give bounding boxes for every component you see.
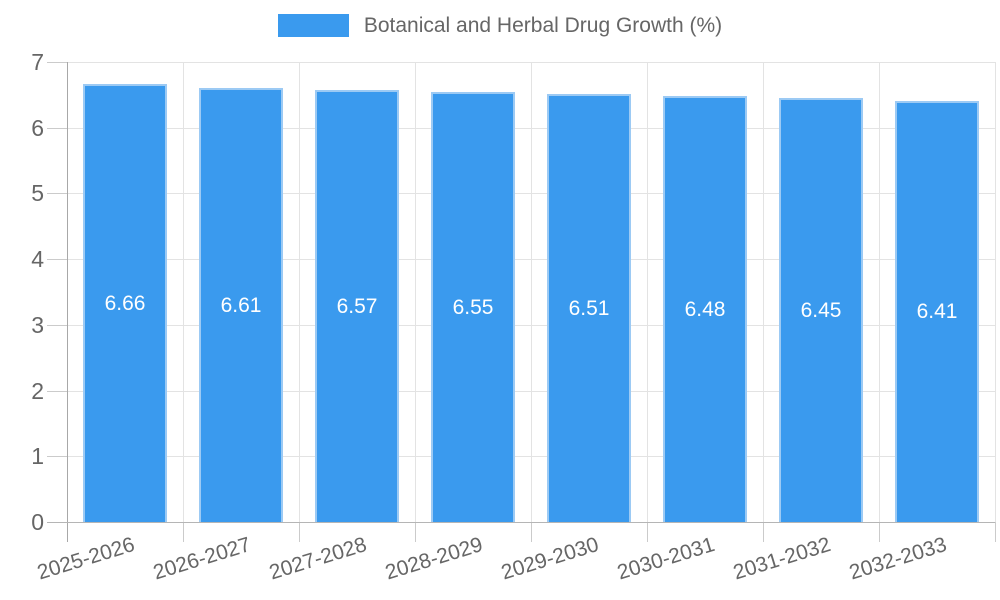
bar[interactable] (431, 91, 515, 522)
v-gridline (299, 62, 300, 522)
legend-label: Botanical and Herbal Drug Growth (%) (363, 14, 723, 37)
y-tick-mark (47, 259, 67, 261)
y-tick-mark (47, 127, 67, 129)
y-tick-label: 7 (31, 49, 44, 75)
x-axis-line (47, 522, 995, 523)
bar-value-label: 6.57 (336, 295, 378, 319)
bar[interactable] (547, 94, 631, 522)
x-tick-mark (531, 522, 532, 542)
x-tick-mark (183, 522, 184, 542)
y-tick-label: 3 (31, 311, 44, 338)
x-tick-mark (299, 522, 300, 542)
v-gridline (763, 62, 764, 522)
bar[interactable] (199, 87, 283, 522)
bar-value-label: 6.48 (684, 298, 726, 322)
bar-value-label: 6.51 (568, 297, 610, 321)
x-tick-mark (647, 522, 648, 542)
bar-value-label: 6.61 (220, 293, 262, 317)
v-gridline (415, 62, 416, 522)
legend-swatch (277, 14, 349, 37)
bar[interactable] (779, 98, 863, 522)
y-tick-mark (47, 62, 67, 63)
y-tick-label: 0 (31, 509, 44, 535)
v-gridline (183, 62, 184, 522)
y-tick-mark (47, 324, 67, 326)
bar[interactable] (315, 90, 399, 522)
v-gridline (647, 62, 648, 522)
x-tick-mark (879, 522, 880, 542)
bar-value-label: 6.55 (452, 295, 494, 319)
bar-value-label: 6.41 (916, 300, 958, 324)
bar[interactable] (895, 100, 979, 522)
v-gridline (531, 62, 532, 522)
v-gridline (879, 62, 880, 522)
y-axis-line (67, 62, 68, 542)
bar[interactable] (663, 96, 747, 522)
x-tick-mark (415, 522, 416, 542)
y-tick-mark (47, 456, 67, 458)
x-tick-mark (995, 522, 996, 542)
bar[interactable] (83, 84, 167, 522)
y-tick-label: 1 (31, 443, 44, 470)
y-tick-label: 6 (31, 114, 44, 141)
v-gridline (995, 62, 996, 522)
y-tick-label: 2 (31, 377, 44, 404)
bar-value-label: 6.45 (800, 299, 842, 323)
y-tick-mark (47, 193, 67, 195)
y-tick-label: 5 (31, 180, 44, 207)
legend-item[interactable]: Botanical and Herbal Drug Growth (%) (0, 14, 1000, 37)
y-tick-label: 4 (31, 246, 44, 273)
bar-value-label: 6.66 (104, 292, 146, 316)
x-tick-mark (763, 522, 764, 542)
y-tick-mark (47, 390, 67, 392)
